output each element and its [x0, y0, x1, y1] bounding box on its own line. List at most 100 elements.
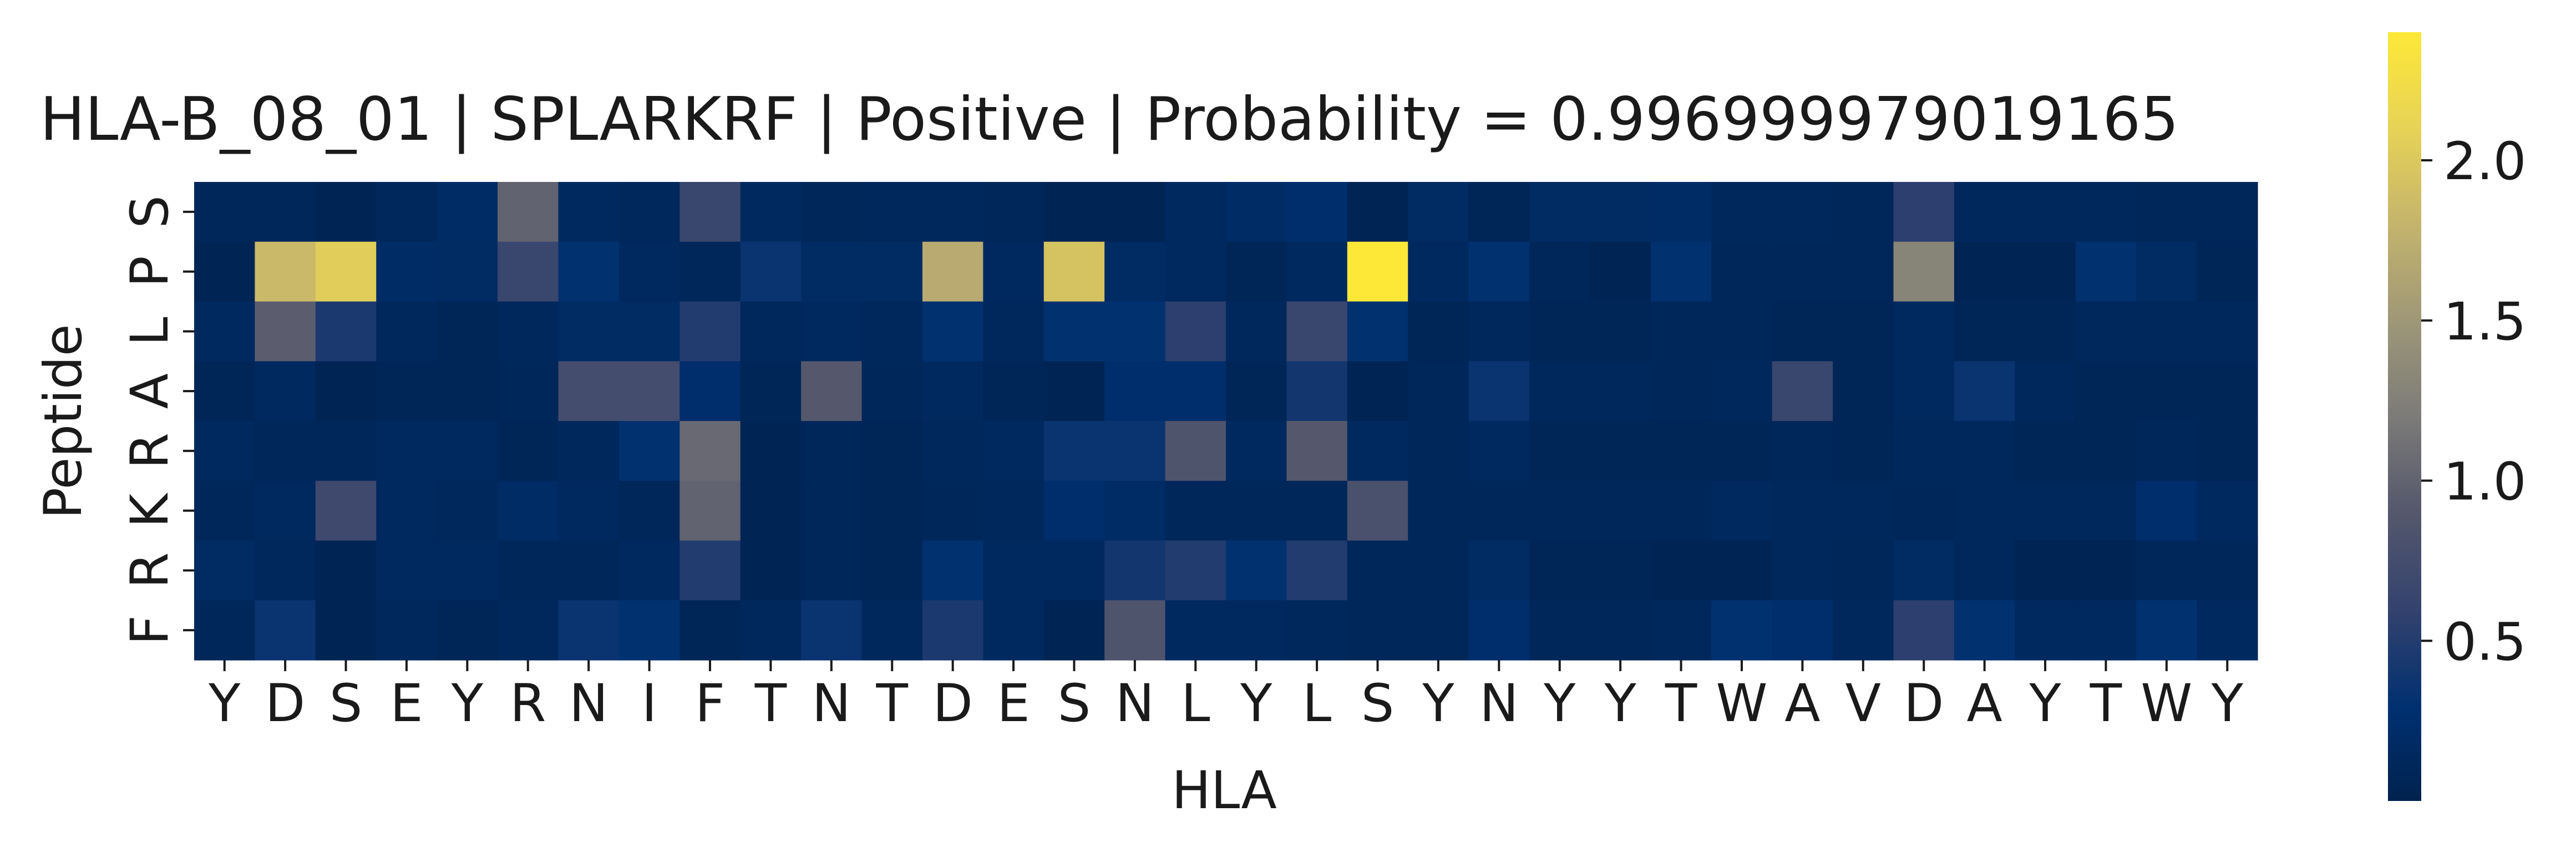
heatmap-cell: [558, 600, 620, 661]
heatmap-cell: [983, 540, 1044, 601]
heatmap-cell: [1468, 301, 1530, 362]
heatmap-cell: [498, 600, 559, 661]
heatmap-cell: [922, 600, 983, 661]
x-tick-label: E: [390, 673, 423, 734]
heatmap-cell: [1590, 361, 1651, 422]
heatmap-cell: [1165, 241, 1226, 302]
heatmap-cell: [1954, 301, 2015, 362]
heatmap-cell: [680, 182, 741, 242]
heatmap-cell: [498, 241, 559, 302]
heatmap-cell: [1408, 600, 1469, 661]
heatmap-cell: [1226, 600, 1287, 661]
heatmap-cell: [2197, 301, 2258, 362]
x-tick-label: Y: [1543, 673, 1576, 734]
y-tick-label: F: [120, 615, 180, 645]
heatmap-cell: [1408, 361, 1469, 422]
heatmap-cell: [1226, 540, 1287, 601]
x-tick-label: T: [876, 673, 909, 734]
heatmap-cell: [1893, 421, 1955, 481]
heatmap-cell: [194, 361, 256, 422]
heatmap-cell: [498, 421, 559, 481]
x-tick-label: N: [812, 673, 851, 734]
heatmap-cell: [983, 301, 1044, 362]
x-tick-label: L: [1181, 673, 1210, 734]
heatmap-cell: [376, 600, 438, 661]
heatmap-cells: [194, 182, 2258, 661]
heatmap-cell: [2075, 600, 2137, 661]
heatmap-cell: [1408, 540, 1469, 601]
x-tick-label: D: [265, 673, 305, 734]
heatmap-cell: [1954, 480, 2015, 541]
heatmap-cell: [194, 540, 256, 601]
heatmap-cell: [680, 301, 741, 362]
heatmap-cell: [2075, 421, 2137, 481]
heatmap-cell: [255, 361, 316, 422]
y-tick-label: R: [120, 433, 180, 469]
x-tick-label: T: [2090, 673, 2122, 734]
heatmap-cell: [740, 241, 802, 302]
x-tick-label: S: [329, 673, 363, 734]
heatmap-cell: [1165, 540, 1226, 601]
x-tick-label: Y: [2211, 673, 2244, 734]
heatmap-cell: [1772, 182, 1833, 242]
heatmap-cell: [315, 480, 377, 541]
colorbar: [2388, 32, 2421, 801]
heatmap-cell: [376, 301, 438, 362]
y-tick-label: K: [120, 492, 180, 528]
heatmap-cell: [1226, 421, 1287, 481]
heatmap-cell: [558, 182, 620, 242]
heatmap-cell: [680, 421, 741, 481]
x-tick-label: N: [1479, 673, 1518, 734]
heatmap-cell: [1286, 182, 1348, 242]
heatmap-cell: [1529, 421, 1591, 481]
heatmap-cell: [1772, 480, 1833, 541]
heatmap-cell: [1590, 480, 1651, 541]
heatmap-cell: [1347, 480, 1408, 541]
x-tick-label: E: [997, 673, 1030, 734]
heatmap-cell: [1772, 540, 1833, 601]
heatmap-cell: [376, 241, 438, 302]
x-tick-label: Y: [2029, 673, 2061, 734]
heatmap-cell: [1650, 182, 1712, 242]
chart-title: HLA-B_08_01 | SPLARKRF | Positive | Prob…: [40, 85, 2179, 154]
colorbar-tick-label: 1.5: [2443, 292, 2527, 352]
heatmap-cell: [1711, 480, 1773, 541]
heatmap-cell: [2136, 182, 2198, 242]
heatmap-cell: [1833, 421, 1894, 481]
heatmap-cell: [1529, 480, 1591, 541]
y-tick-label: R: [120, 552, 180, 589]
y-tick-label: A: [120, 373, 180, 409]
heatmap-cell: [618, 421, 680, 481]
heatmap-cell: [1226, 480, 1287, 541]
heatmap-cell: [1408, 480, 1469, 541]
heatmap-cell: [1286, 361, 1348, 422]
heatmap-cell: [1772, 361, 1833, 422]
heatmap-cell: [255, 480, 316, 541]
x-tick-label: W: [2141, 673, 2192, 734]
heatmap-cell: [680, 540, 741, 601]
x-tick-label: A: [1966, 673, 2002, 734]
heatmap-cell: [1954, 361, 2015, 422]
heatmap-cell: [680, 600, 741, 661]
heatmap-cell: [1165, 182, 1226, 242]
heatmap-cell: [2075, 241, 2137, 302]
heatmap-cell: [740, 480, 802, 541]
x-tick-label: I: [642, 673, 657, 734]
heatmap-cell: [618, 361, 680, 422]
heatmap-cell: [2136, 301, 2198, 362]
heatmap-cell: [922, 241, 983, 302]
heatmap-cell: [1165, 480, 1226, 541]
heatmap-cell: [558, 540, 620, 601]
heatmap-cell: [498, 361, 559, 422]
heatmap-cell: [2075, 182, 2137, 242]
heatmap-cell: [1833, 361, 1894, 422]
heatmap-cell: [861, 540, 923, 601]
heatmap-cell: [922, 182, 983, 242]
heatmap-cell: [1711, 600, 1773, 661]
heatmap-cell: [1468, 241, 1530, 302]
x-tick-label: D: [932, 673, 972, 734]
heatmap-cell: [740, 182, 802, 242]
heatmap-cell: [861, 421, 923, 481]
heatmap-cell: [983, 182, 1044, 242]
